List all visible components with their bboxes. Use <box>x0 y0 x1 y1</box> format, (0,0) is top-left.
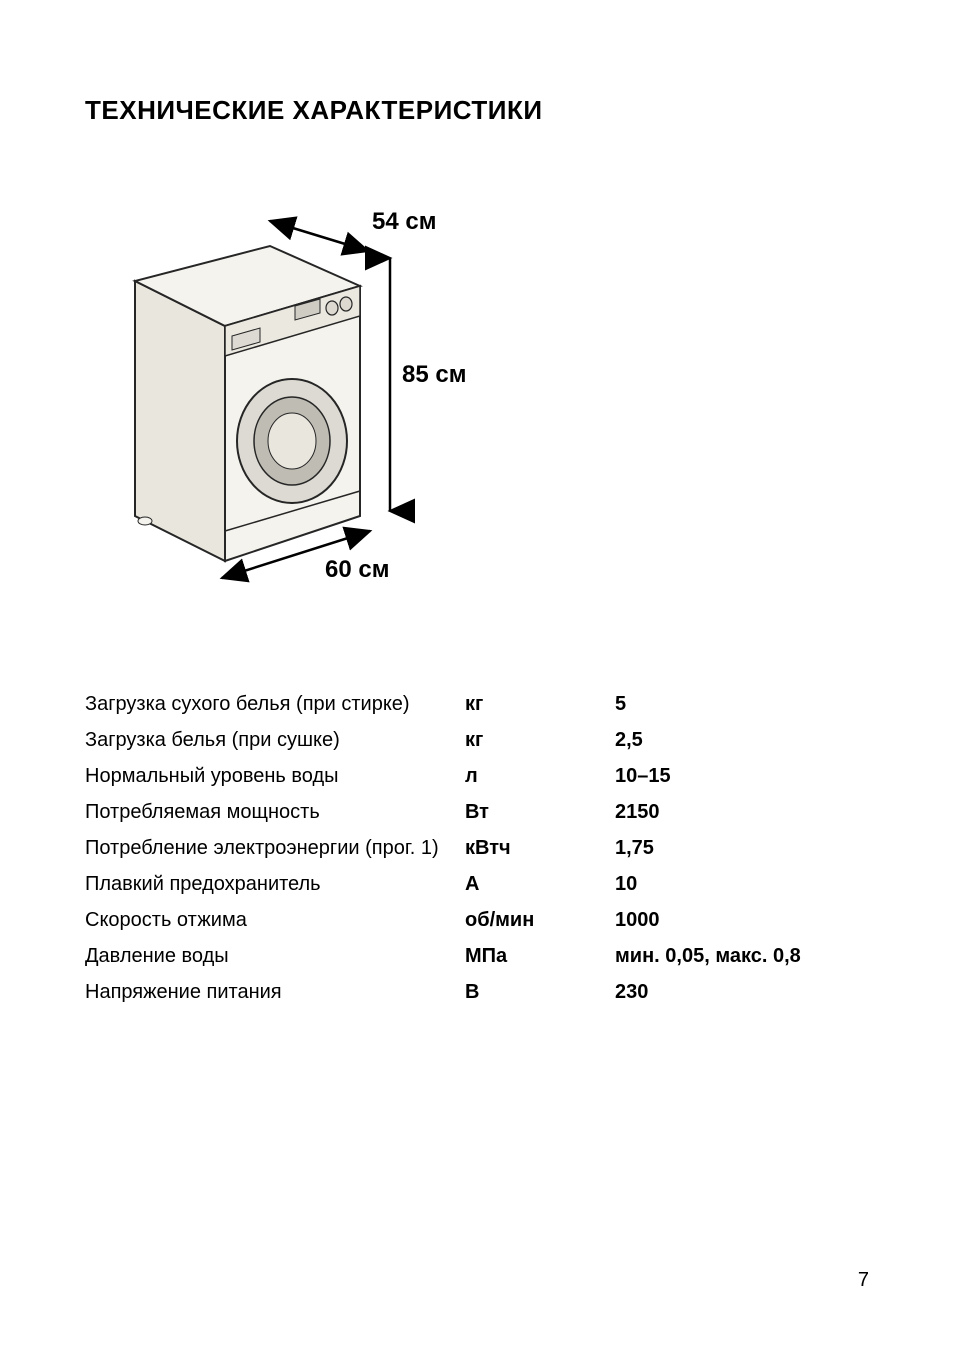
spec-value: 10 <box>615 866 869 902</box>
table-row: Нормальный уровень воды л 10–15 <box>85 758 869 794</box>
dim-width-label: 60 см <box>325 556 389 584</box>
table-row: Скорость отжима об/мин 1000 <box>85 902 869 938</box>
spec-value: 2150 <box>615 794 869 830</box>
specs-table: Загрузка сухого белья (при стирке) кг 5 … <box>85 686 869 1010</box>
table-row: Плавкий предохранитель А 10 <box>85 866 869 902</box>
spec-unit: МПа <box>465 938 615 974</box>
page-title: ТЕХНИЧЕСКИЕ ХАРАКТЕРИСТИКИ <box>85 95 869 126</box>
spec-value: 230 <box>615 974 869 1010</box>
table-row: Потребляемая мощность Вт 2150 <box>85 794 869 830</box>
table-row: Напряжение питания В 230 <box>85 974 869 1010</box>
spec-value: 1,75 <box>615 830 869 866</box>
dim-depth-label: 54 см <box>372 208 436 236</box>
spec-unit: кг <box>465 686 615 722</box>
dimensions-figure: 54 см 85 см 60 см <box>110 186 480 596</box>
table-row: Давление воды МПа мин. 0,05, макс. 0,8 <box>85 938 869 974</box>
spec-value: 2,5 <box>615 722 869 758</box>
page: ТЕХНИЧЕСКИЕ ХАРАКТЕРИСТИКИ <box>0 0 954 1352</box>
spec-label: Напряжение питания <box>85 974 465 1010</box>
spec-value: 5 <box>615 686 869 722</box>
table-row: Потребление электроэнергии (прог. 1) кВт… <box>85 830 869 866</box>
spec-unit: л <box>465 758 615 794</box>
spec-unit: об/мин <box>465 902 615 938</box>
spec-unit: кВтч <box>465 830 615 866</box>
spec-label: Загрузка белья (при сушке) <box>85 722 465 758</box>
spec-label: Потребляемая мощность <box>85 794 465 830</box>
page-number: 7 <box>858 1269 869 1292</box>
spec-unit: кг <box>465 722 615 758</box>
spec-unit: В <box>465 974 615 1010</box>
spec-label: Плавкий предохранитель <box>85 866 465 902</box>
spec-unit: Вт <box>465 794 615 830</box>
spec-unit: А <box>465 866 615 902</box>
spec-label: Нормальный уровень воды <box>85 758 465 794</box>
spec-label: Давление воды <box>85 938 465 974</box>
spec-value: 10–15 <box>615 758 869 794</box>
spec-value: 1000 <box>615 902 869 938</box>
table-row: Загрузка белья (при сушке) кг 2,5 <box>85 722 869 758</box>
spec-label: Загрузка сухого белья (при стирке) <box>85 686 465 722</box>
spec-value: мин. 0,05, макс. 0,8 <box>615 938 869 974</box>
dim-height-label: 85 см <box>402 361 466 389</box>
washing-machine-illustration <box>110 186 480 596</box>
spec-label: Скорость отжима <box>85 902 465 938</box>
table-row: Загрузка сухого белья (при стирке) кг 5 <box>85 686 869 722</box>
spec-label: Потребление электроэнергии (прог. 1) <box>85 830 465 866</box>
